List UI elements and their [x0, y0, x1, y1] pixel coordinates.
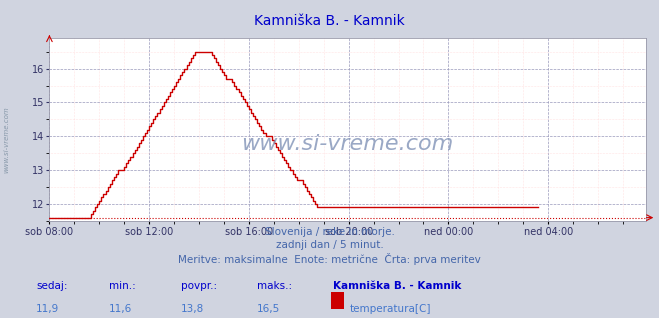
Text: maks.:: maks.: — [257, 281, 292, 291]
Text: www.si-vreme.com: www.si-vreme.com — [241, 134, 454, 154]
Text: www.si-vreme.com: www.si-vreme.com — [3, 107, 10, 173]
Text: 11,6: 11,6 — [109, 304, 132, 314]
Text: 13,8: 13,8 — [181, 304, 204, 314]
Text: temperatura[C]: temperatura[C] — [349, 304, 431, 314]
Text: povpr.:: povpr.: — [181, 281, 217, 291]
Text: sedaj:: sedaj: — [36, 281, 68, 291]
Text: min.:: min.: — [109, 281, 136, 291]
Text: Meritve: maksimalne  Enote: metrične  Črta: prva meritev: Meritve: maksimalne Enote: metrične Črta… — [178, 253, 481, 265]
Text: 16,5: 16,5 — [257, 304, 280, 314]
Text: 11,9: 11,9 — [36, 304, 59, 314]
Text: Kamniška B. - Kamnik: Kamniška B. - Kamnik — [254, 14, 405, 28]
Text: Slovenija / reke in morje.: Slovenija / reke in morje. — [264, 227, 395, 237]
Text: Kamniška B. - Kamnik: Kamniška B. - Kamnik — [333, 281, 461, 291]
Text: zadnji dan / 5 minut.: zadnji dan / 5 minut. — [275, 240, 384, 250]
